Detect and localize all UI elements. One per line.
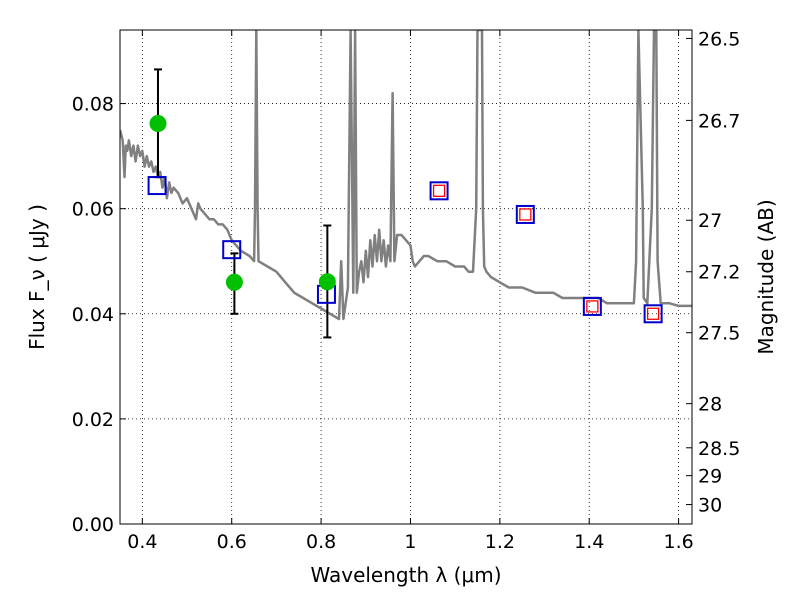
right-tick-label: 28 xyxy=(698,394,722,416)
x-axis-label-text: Wavelength λ (μm) xyxy=(310,563,501,587)
upper-limit-square xyxy=(432,184,446,197)
right-axis-ticks: 26.5 26.7 27 27.2 27.5 28 28.5 29 30 xyxy=(686,28,740,517)
model-square xyxy=(582,296,602,316)
upper-limit-markers xyxy=(432,184,660,320)
upper-limit-square xyxy=(519,208,532,221)
x-axis-label: Wavelength λ (μm) xyxy=(310,563,501,587)
right-tick-label: 26.7 xyxy=(698,110,740,132)
observed-points xyxy=(149,115,336,291)
model-square xyxy=(429,181,449,201)
upper-limit-square xyxy=(586,300,599,313)
right-tick-label: 27.5 xyxy=(698,323,740,345)
model-square xyxy=(147,176,167,196)
y-tick-label: 0.08 xyxy=(72,94,114,116)
right-tick-label: 29 xyxy=(698,466,722,488)
x-tick-label: 1 xyxy=(404,531,416,553)
y-tick-label: 0.06 xyxy=(72,199,114,221)
y-axis-label-right: Magnitude (AB) xyxy=(754,199,778,354)
right-tick-label: 28.5 xyxy=(698,438,740,460)
x-axis-ticks: 0.4 0.6 0.8 1 1.2 1.4 1.6 xyxy=(127,30,694,553)
right-tick-label: 30 xyxy=(698,495,722,517)
observed-point xyxy=(318,273,336,291)
error-bars xyxy=(153,68,332,339)
observed-point xyxy=(149,115,167,133)
y-axis-ticks: 0.00 0.02 0.04 0.06 0.08 xyxy=(72,94,126,536)
model-square xyxy=(643,304,663,324)
grid-lines xyxy=(120,30,692,525)
plot-area-clip xyxy=(120,30,692,339)
x-tick-label: 0.6 xyxy=(217,531,247,553)
plot-frame xyxy=(119,29,693,525)
model-square xyxy=(515,204,535,224)
y-axis-label-left: Flux F_ν ( μJy ) xyxy=(25,204,49,350)
right-tick-label: 27.2 xyxy=(698,262,740,284)
sed-curve xyxy=(120,30,692,321)
x-tick-label: 1.6 xyxy=(663,531,693,553)
y-axis-label-left-text: Flux F_ν ( μJy ) xyxy=(25,204,49,350)
y-tick-label: 0.00 xyxy=(72,514,114,536)
upper-limit-square xyxy=(646,307,660,320)
y-tick-label: 0.04 xyxy=(72,304,114,326)
x-tick-label: 1.2 xyxy=(485,531,515,553)
model-squares xyxy=(147,176,663,324)
y-axis-label-right-text: Magnitude (AB) xyxy=(754,199,778,354)
observed-point xyxy=(225,273,243,291)
x-tick-label: 1.4 xyxy=(574,531,604,553)
right-tick-label: 26.5 xyxy=(698,28,740,50)
model-square xyxy=(222,240,242,260)
right-tick-label: 27 xyxy=(698,210,722,232)
sed-line xyxy=(120,30,692,321)
y-tick-label: 0.02 xyxy=(72,409,114,431)
x-tick-label: 0.4 xyxy=(127,531,157,553)
x-tick-label: 0.8 xyxy=(306,531,336,553)
